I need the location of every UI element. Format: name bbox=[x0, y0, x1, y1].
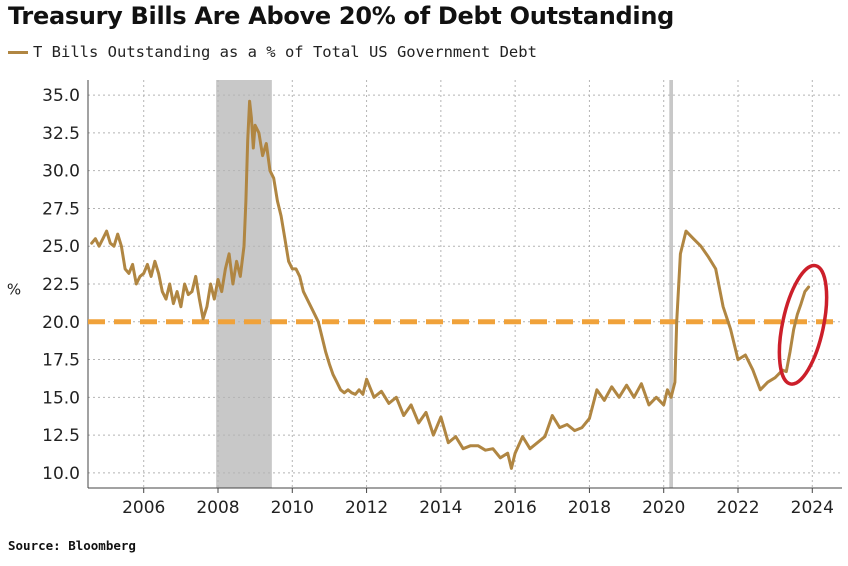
gridlines bbox=[88, 80, 842, 488]
x-tick-label: 2008 bbox=[196, 498, 239, 518]
annotations bbox=[777, 263, 829, 386]
legend-label: T Bills Outstanding as a % of Total US G… bbox=[33, 43, 537, 61]
y-tick-label: 20.0 bbox=[42, 313, 80, 333]
y-tick-label: 25.0 bbox=[42, 237, 80, 257]
x-tick-label: 2020 bbox=[642, 498, 685, 518]
chart-title: Treasury Bills Are Above 20% of Debt Out… bbox=[8, 2, 674, 30]
y-tick-label: 35.0 bbox=[42, 86, 80, 106]
y-tick-label: 22.5 bbox=[42, 275, 80, 295]
series-line-0 bbox=[90, 99, 811, 470]
y-tick-label: 32.5 bbox=[42, 124, 80, 144]
shaded-region-1 bbox=[669, 80, 673, 488]
tick-labels: 35.0 32.5 30.0 27.5 25.0 22.5 20.0 17.5 15.0 12.5… bbox=[7, 86, 834, 518]
highlight-ellipse bbox=[777, 263, 829, 386]
x-tick-label: 2022 bbox=[716, 498, 759, 518]
x-tick-label: 2006 bbox=[122, 498, 165, 518]
y-tick-label: 30.0 bbox=[42, 162, 80, 182]
series-lines bbox=[90, 99, 811, 470]
y-tick-label: 12.5 bbox=[42, 426, 80, 446]
legend: T Bills Outstanding as a % of Total US G… bbox=[8, 43, 537, 61]
y-tick-label: 27.5 bbox=[42, 199, 80, 219]
x-tick-label: 2024 bbox=[791, 498, 834, 518]
x-tick-label: 2010 bbox=[271, 498, 314, 518]
axes bbox=[87, 80, 842, 493]
y-tick-label: 10.0 bbox=[42, 464, 80, 484]
y-tick-label: 15.0 bbox=[42, 388, 80, 408]
y-axis-label: % bbox=[7, 281, 21, 299]
x-tick-label: 2018 bbox=[568, 498, 611, 518]
x-tick-label: 2012 bbox=[345, 498, 388, 518]
x-tick-label: 2016 bbox=[494, 498, 537, 518]
y-tick-label: 17.5 bbox=[42, 351, 80, 371]
x-tick-label: 2014 bbox=[419, 498, 462, 518]
legend-swatch bbox=[8, 50, 28, 54]
source-note: Source: Bloomberg bbox=[8, 538, 136, 553]
